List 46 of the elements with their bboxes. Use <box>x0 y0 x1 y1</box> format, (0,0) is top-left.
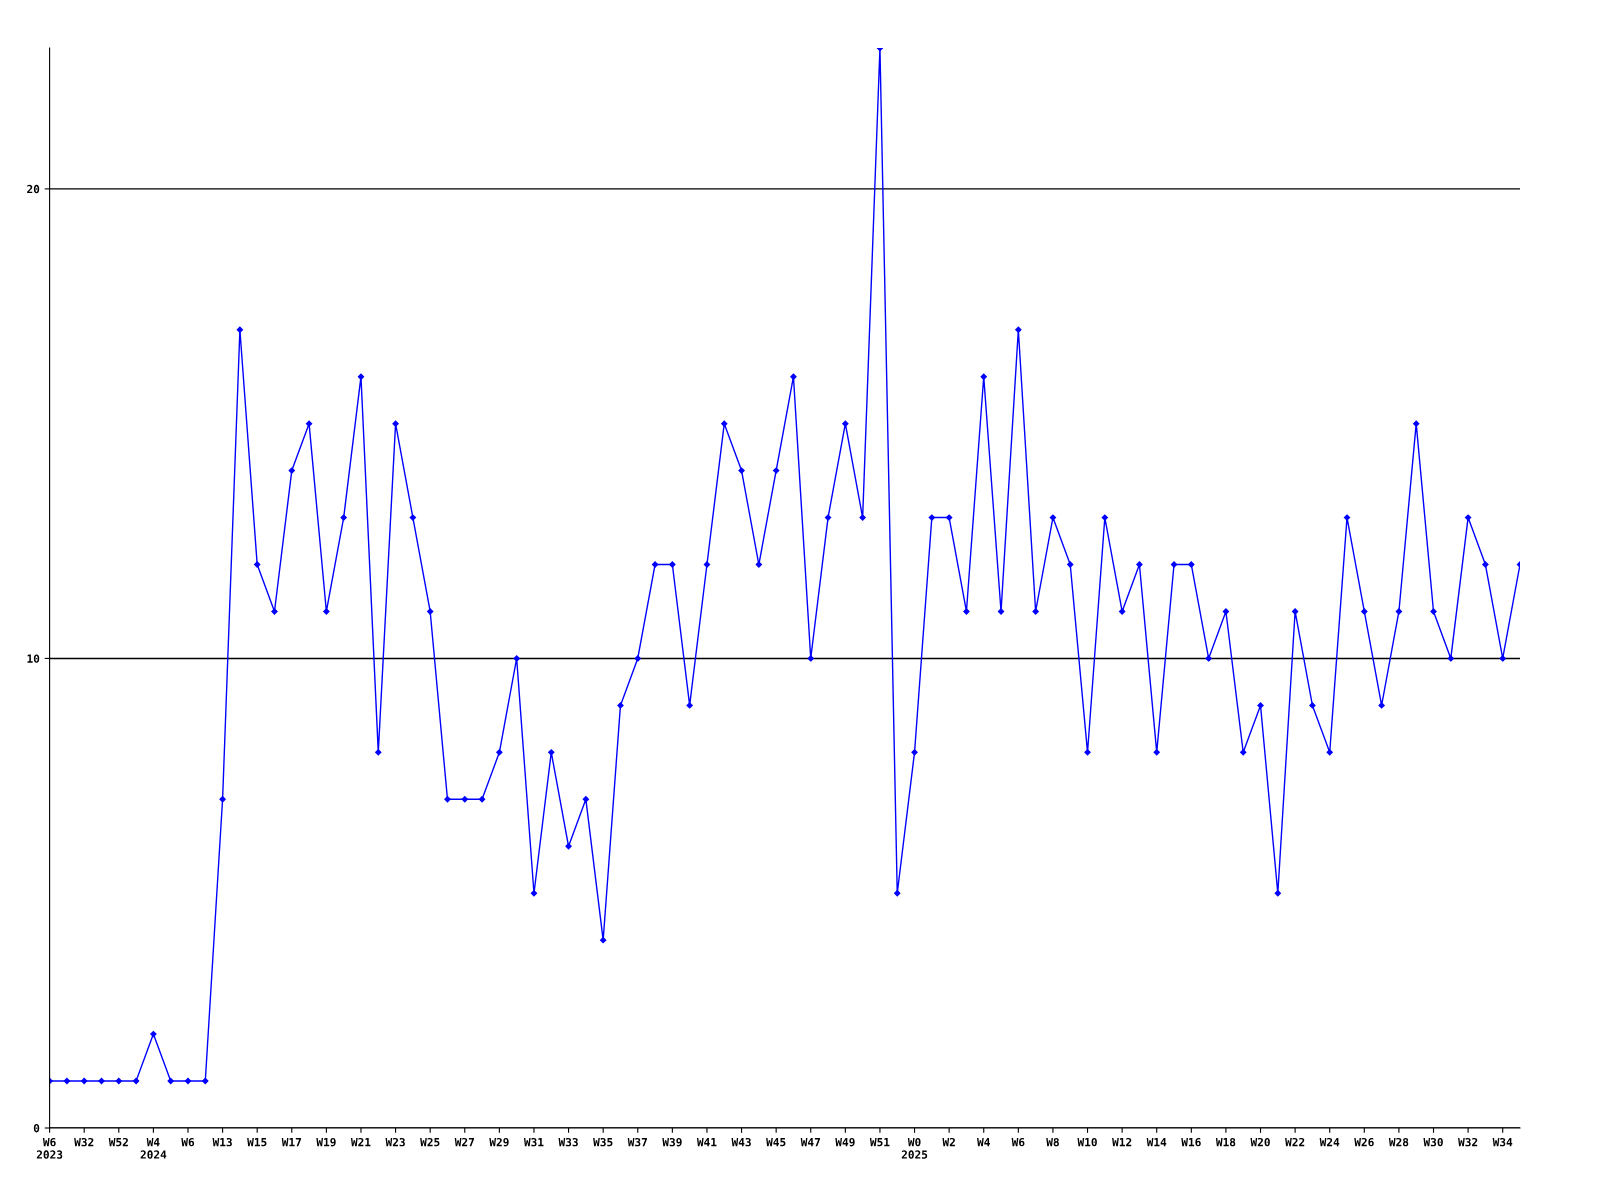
x-tick-label: W8 <box>1046 1137 1059 1147</box>
x-tick-label: W28 <box>1388 1137 1409 1147</box>
x-tick-label: W19 <box>316 1137 336 1147</box>
x-tick-label: W24 <box>1319 1137 1340 1147</box>
x-tick-label: W45 <box>766 1138 786 1147</box>
x-tick-label: W30 <box>1423 1137 1443 1147</box>
x-tick-label: W2 <box>942 1137 955 1147</box>
x-tick-label: W32 <box>1458 1137 1478 1147</box>
x-tick-label: W10 <box>1077 1137 1097 1147</box>
x-tick-label: W14 <box>1146 1138 1167 1147</box>
x-tick-label: W34 <box>1492 1137 1513 1147</box>
x-tick-label: W37 <box>627 1137 647 1147</box>
x-tick-label: W43 <box>731 1137 751 1147</box>
x-tick-label: W17 <box>281 1138 301 1147</box>
x-tick-label: W12 <box>1112 1137 1132 1147</box>
x-tick-label: W13 <box>212 1137 232 1147</box>
x-tick-label: W6 <box>181 1137 195 1147</box>
x-tick-label: W4 2024 <box>140 1138 167 1159</box>
x-tick-label: W20 <box>1250 1137 1270 1147</box>
x-tick-label: W18 <box>1215 1137 1236 1147</box>
x-tick-label: W6 2023 <box>36 1137 63 1159</box>
x-tick-label: W35 <box>593 1137 613 1147</box>
x-tick-label: W22 <box>1285 1137 1305 1147</box>
x-tick-label: W23 <box>385 1137 405 1147</box>
x-tick-label: W6 <box>1011 1137 1025 1147</box>
x-tick-label: W21 <box>350 1137 371 1147</box>
x-tick-label: W15 <box>247 1138 267 1147</box>
y-tick-label: 20 <box>27 184 40 194</box>
x-tick-label: W39 <box>662 1137 682 1147</box>
x-tick-label: W16 <box>1181 1137 1201 1147</box>
x-tick-label: W33 <box>558 1137 578 1147</box>
x-tick-label: W25 <box>420 1137 440 1147</box>
x-tick-label: W32 <box>74 1137 94 1147</box>
y-tick-label: 0 <box>33 1123 40 1133</box>
x-tick-label: W26 <box>1354 1137 1374 1147</box>
x-tick-label: W0 2025 <box>901 1137 928 1159</box>
x-tick-label: W27 <box>454 1137 474 1147</box>
x-tick-label: W31 <box>523 1137 544 1147</box>
x-tick-label: W51 <box>869 1138 890 1147</box>
x-tick-label: W49 <box>835 1137 855 1147</box>
x-tick-label: W29 <box>489 1137 509 1147</box>
y-tick-label: 10 <box>27 654 40 663</box>
x-tick-label: W47 <box>800 1138 820 1147</box>
x-tick-label: W41 <box>696 1138 717 1147</box>
x-tick-label: W52 <box>108 1137 128 1147</box>
x-tick-label: W4 <box>977 1138 990 1147</box>
